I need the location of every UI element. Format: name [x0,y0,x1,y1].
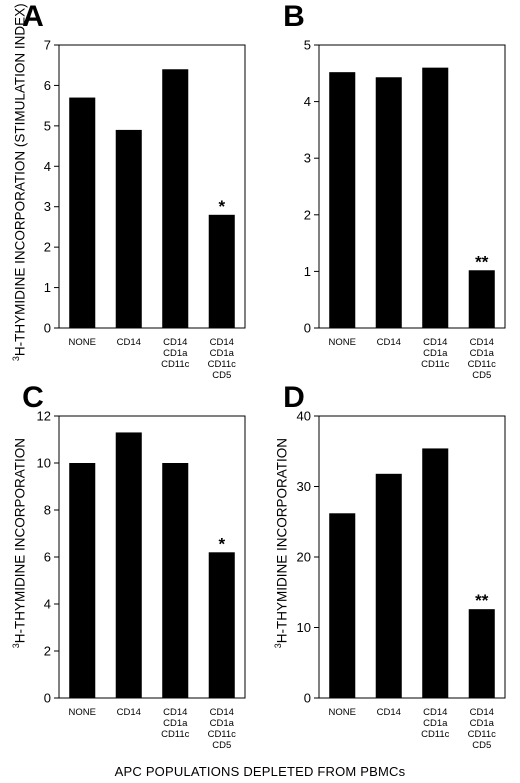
y-axis-label-lower-right-text: H-THYMIDINE INCORPORATION [274,437,290,644]
panel-a-category-label: CD14 [210,337,234,348]
panel-d-category-label: CD11c [468,729,497,740]
panel-d-bar [329,513,356,698]
panel-c-ytick-label: 2 [44,644,51,659]
panel-b-category-label: CD11c [421,359,450,370]
panel-b-category-label: CD14 [470,337,494,348]
panel-d-category-label: CD5 [472,740,491,751]
panel-a-bar [115,129,142,328]
panel-c-ytick-label: 10 [37,456,51,471]
panel-b-category-label: CD14 [377,337,401,348]
panel-a-bar [208,214,235,328]
panel-d-category-label: CD14 [423,707,447,718]
panel-c-category-label: CD14 [210,707,234,718]
panel-d-category-label: CD1a [423,718,448,729]
panel-b-bar [375,77,402,329]
panel-c-bar [69,463,96,698]
y-axis-label-lower-right-superscript: 3 [272,643,283,649]
panel-b-frame [318,44,506,329]
x-axis-label: APC POPULATIONS DEPLETED FROM PBMCs [114,764,406,779]
panel-c-category-label: CD1a [163,718,188,729]
panel-b-ytick-label: 2 [304,207,311,222]
panel-a-frame [58,44,246,329]
panel-d-category-label: NONE [329,707,356,718]
panel-c-category-label: CD5 [212,740,231,751]
panel-b-letter: B [283,0,305,33]
panel-b-category-label: CD11c [468,359,497,370]
y-axis-label-lower-left-text: H-THYMIDINE INCORPORATION [12,437,28,644]
panel-c-bar [115,432,142,698]
panel-b-bar [329,72,356,328]
panel-a-bar [69,97,96,328]
panel-b-category-label: CD1a [470,348,495,359]
panel-b-bar [422,67,449,328]
panel-c-ytick-label: 4 [44,597,51,612]
y-axis-label-upper: 3H-THYMIDINE INCORPORATION (STIMULATION … [11,2,28,362]
panel-c-category-label: CD14 [163,707,187,718]
y-axis-label-lower-left-superscript: 3 [10,643,21,649]
panel-b-ytick-label: 0 [304,321,311,336]
panel-d-ytick-label: 40 [297,409,311,424]
panel-a-ytick-label: 0 [44,321,51,336]
panel-d-ytick-label: 0 [304,691,311,706]
panel-a-category-label: CD5 [212,370,231,381]
panel-c-ytick-label: 6 [44,550,51,565]
y-axis-label-upper-superscript: 3 [10,356,21,362]
panel-b-category-label: CD14 [423,337,447,348]
panel-d-bar [422,448,449,698]
panel-a-ytick-label: 6 [44,78,51,93]
panel-b-category-label: CD5 [472,370,491,381]
panel-c-category-label: NONE [69,707,96,718]
panel-a-ytick-label: 5 [44,118,51,133]
panel-c-significance-marker: * [218,534,225,553]
panel-b-significance-marker: ** [475,252,489,271]
panel-b-ytick-label: 5 [304,38,311,53]
panel-a-ytick-label: 4 [44,159,51,174]
panel-b-ytick-label: 4 [304,94,311,109]
panel-a-category-label: CD1a [210,348,235,359]
panel-d-ytick-label: 30 [297,479,311,494]
panel-d-significance-marker: ** [475,591,489,610]
panel-a-category-label: CD11c [208,359,237,370]
panel-c-ytick-label: 8 [44,503,51,518]
panel-c-category-label: CD11c [208,729,237,740]
panel-c-category-label: CD11c [161,729,190,740]
panel-a-ytick-label: 1 [44,280,51,295]
panel-c-bar [162,463,189,698]
panel-a-letter: A [22,0,44,33]
panel-d-ytick-label: 20 [297,550,311,565]
panel-b-ytick-label: 1 [304,264,311,279]
panel-b-category-label: CD1a [423,348,448,359]
panel-c-ytick-label: 0 [44,691,51,706]
panel-a-ytick-label: 3 [44,199,51,214]
y-axis-label-lower-left: 3H-THYMIDINE INCORPORATION [10,438,28,649]
panel-a-category-label: CD14 [163,337,187,348]
panel-d-category-label: CD14 [470,707,494,718]
panel-d-category-label: CD1a [470,718,495,729]
panel-b-ytick-label: 3 [304,151,311,166]
y-axis-label-upper-text: H-THYMIDINE INCORPORATION (STIMULATION I… [12,3,28,357]
panel-a-ytick-label: 2 [44,240,51,255]
panel-a-bar [162,69,189,328]
panel-d-letter: D [283,381,305,414]
panel-d-ytick-label: 10 [297,620,311,635]
panel-c-ytick-label: 12 [37,409,51,424]
y-axis-label-lower-right: 3H-THYMIDINE INCORPORATION [272,438,290,649]
panel-d-category-label: CD11c [421,729,450,740]
panel-c-letter: C [22,381,44,414]
panel-a-category-label: CD11c [161,359,190,370]
panel-b-bar [468,270,495,328]
panel-c-bar [208,552,235,698]
panel-c-category-label: CD1a [210,718,235,729]
panel-a-category-label: CD1a [163,348,188,359]
panel-a-category-label: CD14 [117,337,141,348]
panel-b-category-label: NONE [329,337,356,348]
panel-c-category-label: CD14 [117,707,141,718]
panel-a-category-label: NONE [69,337,96,348]
panel-a-ytick-label: 7 [44,38,51,53]
panel-a-significance-marker: * [218,197,225,216]
panel-d-bar [468,609,495,698]
panel-d-category-label: CD14 [377,707,401,718]
panel-d-bar [375,473,402,698]
